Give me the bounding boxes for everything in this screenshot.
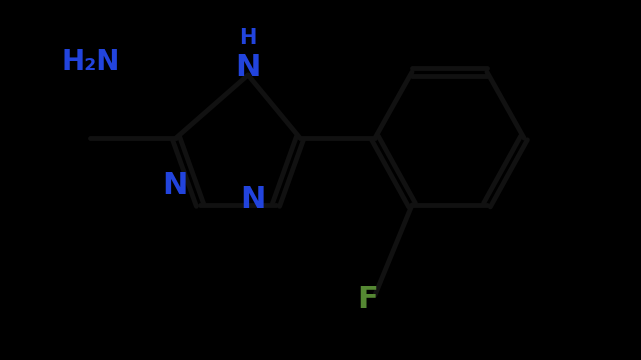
Text: N: N	[235, 54, 261, 82]
Text: H: H	[239, 28, 256, 48]
Text: N: N	[240, 185, 265, 215]
Text: F: F	[358, 285, 378, 315]
Text: N: N	[162, 171, 188, 199]
Text: H₂N: H₂N	[62, 48, 121, 76]
